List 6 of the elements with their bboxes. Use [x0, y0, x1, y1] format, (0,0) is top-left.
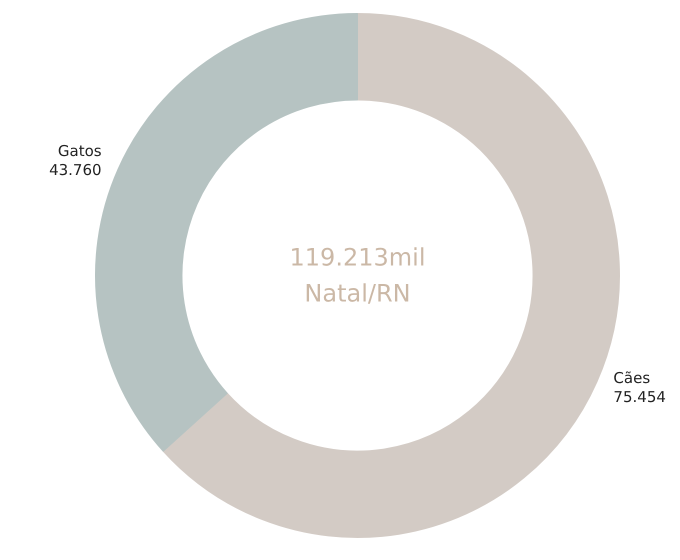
text: Natal/RN [304, 280, 411, 308]
slice-label: Gatos [58, 142, 102, 160]
data-label: 43.760 [49, 160, 102, 179]
text: 119.213mil [290, 244, 426, 272]
slice-label: Cães [613, 369, 650, 388]
data-label: 75.454 [613, 388, 666, 406]
